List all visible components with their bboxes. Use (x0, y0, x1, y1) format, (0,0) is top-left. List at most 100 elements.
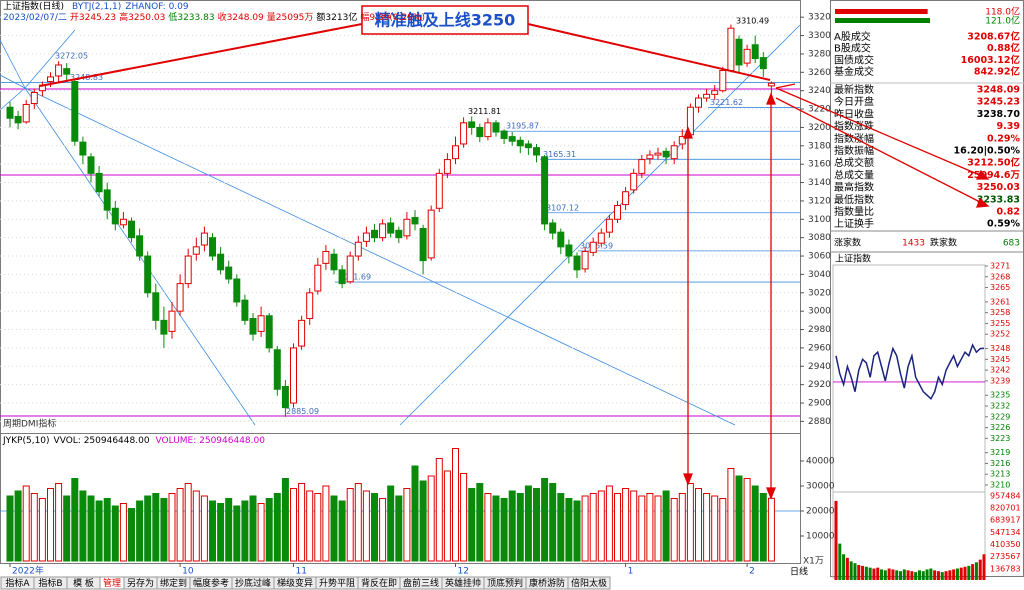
y-tick-label: 3280 (808, 49, 831, 59)
tab-label[interactable]: 英雄挂帅 (445, 577, 481, 589)
candle-body (200, 232, 208, 246)
row-value: 3212.50亿 (967, 157, 1020, 169)
advance: 1433 (902, 239, 925, 249)
tab-label[interactable]: 指标A (5, 577, 30, 589)
volume-bar (435, 458, 443, 562)
y-tick-label: 3180 (808, 141, 831, 151)
tab-label[interactable]: 管理 (103, 577, 121, 589)
volume-bar (47, 488, 54, 562)
header-line: 2023/02/07/二 开3245.23 高3250.03 低3233.83 收324… (3, 11, 425, 23)
volume-bar (314, 493, 322, 562)
row-value: 0.29% (987, 133, 1020, 144)
mini-y-label: 3235 (990, 391, 1010, 400)
candle-body (387, 222, 395, 234)
intraday-volume (917, 570, 921, 580)
amount-bar (835, 9, 928, 14)
candle-body (111, 207, 119, 225)
date: 2023/02/07/二 (3, 13, 67, 23)
intraday-volume (853, 563, 857, 580)
volume-bar (460, 473, 468, 562)
volume-bar (152, 493, 160, 562)
volume-bar (63, 495, 71, 562)
tab-label[interactable]: 绑定到 (160, 577, 187, 589)
tab-label[interactable]: 盘前三线 (403, 577, 439, 589)
volume-bar (200, 495, 208, 562)
tab-label[interactable]: 顶底预判 (487, 577, 523, 589)
tab-label[interactable]: 模 板 (73, 577, 94, 589)
intraday-volume (891, 569, 895, 580)
y-tick-label: 40000 (806, 457, 835, 467)
candle-body (711, 90, 719, 95)
tab-label[interactable]: 倍阳太极 (571, 577, 607, 589)
volume-bar (184, 483, 192, 562)
candle-body (144, 255, 152, 294)
mini-y-label: 3232 (990, 402, 1010, 411)
arrow-head (975, 169, 990, 180)
y-tick-label: 3100 (808, 215, 831, 225)
volume-bar (136, 500, 144, 562)
arrow (775, 97, 983, 204)
candle-body (727, 27, 735, 71)
tab-label[interactable]: 另存为 (127, 577, 154, 589)
row-value: 3250.03 (977, 182, 1020, 193)
volume-indicator: JYKP(5,10) (2, 436, 50, 446)
candle-body (314, 264, 322, 292)
candle-body (47, 76, 54, 82)
volume-bar (192, 490, 200, 562)
candle-body (549, 222, 557, 234)
volume-bar (533, 488, 540, 562)
candle-body (743, 48, 751, 64)
volume-bar (265, 498, 273, 562)
candle-body (614, 205, 621, 220)
volume-bar (597, 490, 605, 562)
y-tick-label: 2960 (808, 343, 831, 353)
y-tick-label: 3240 (808, 86, 831, 96)
row-label: A股成交 (834, 30, 871, 43)
candle-body (419, 227, 427, 262)
intraday-volume (864, 566, 868, 580)
volume-bar (476, 483, 484, 562)
volume-bar (249, 495, 257, 562)
volume-bar (614, 493, 621, 562)
trend-line (39, 23, 363, 87)
candle-body (646, 154, 654, 160)
candle-body (638, 159, 646, 174)
gann-line (0, 39, 26, 89)
volume-unit: X1万 (803, 557, 824, 567)
mini-y-label: 3268 (990, 272, 1010, 281)
tab[interactable] (567, 576, 611, 590)
tab-label[interactable]: 幅度参考 (193, 577, 229, 589)
tab-label[interactable]: 康桥游防 (529, 577, 565, 589)
intraday-volume (834, 500, 838, 580)
tab-label[interactable]: 升势平阻 (319, 577, 355, 589)
volume-bar (354, 483, 362, 562)
candle-body (63, 68, 71, 75)
volume-bar (281, 478, 289, 562)
tab-label[interactable]: 抄底过峰 (235, 577, 271, 589)
vvol: VVOL: 250946448.00 (54, 436, 150, 446)
volume-bar (759, 493, 767, 562)
intraday-volume (849, 561, 853, 580)
level-label: 3221.62 (710, 98, 743, 107)
candle-body (233, 278, 241, 303)
mini-v-label: 820701 (990, 503, 1021, 512)
volume-bar (605, 485, 613, 562)
volume-bar (492, 495, 500, 562)
mini-y-label: 3226 (990, 423, 1010, 432)
volume-bar (735, 475, 743, 562)
candle-body (160, 319, 168, 335)
row-value: 3208.67亿 (967, 31, 1020, 43)
intraday-volume (861, 565, 865, 580)
volume-bar (119, 503, 127, 562)
volume-bar (371, 493, 378, 562)
candle-body (605, 218, 613, 233)
tab-label[interactable]: 梯级变异 (277, 577, 313, 589)
tab-label[interactable]: 背反在即 (361, 577, 397, 589)
row-label: 今日开盘 (834, 95, 874, 108)
x-tick-label: 1 (628, 567, 634, 577)
tab-label[interactable]: 指标B (38, 577, 62, 589)
level-label: 3165.31 (543, 150, 576, 159)
intraday-volume (906, 570, 910, 580)
volume-bar (87, 495, 95, 562)
